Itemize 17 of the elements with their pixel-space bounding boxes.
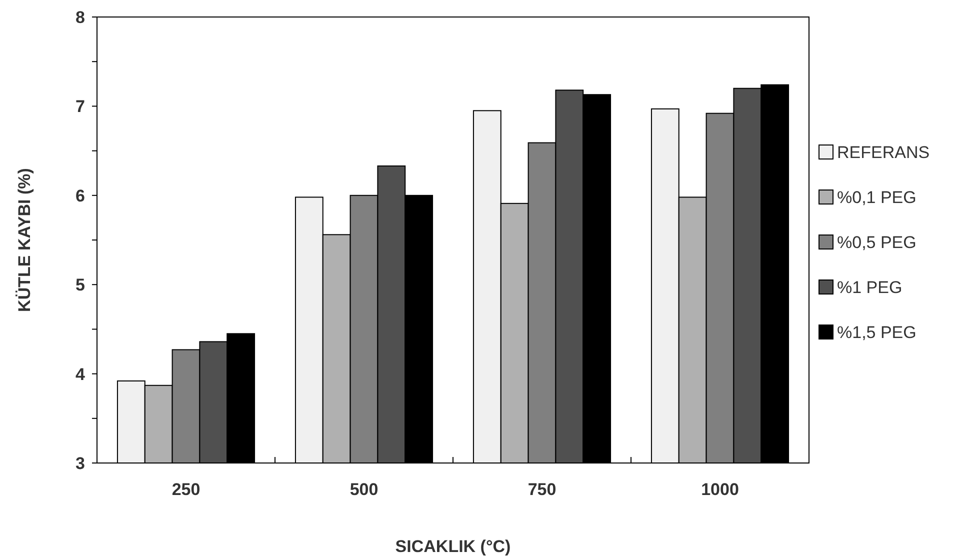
y-tick-label: 4 — [76, 364, 86, 384]
y-tick-label: 6 — [76, 186, 85, 206]
x-tick-label: 750 — [528, 480, 556, 499]
legend-label: %0,5 PEG — [837, 232, 916, 252]
legend-label: %1,5 PEG — [837, 322, 916, 342]
y-axis-title: KÜTLE KAYBI (%) — [15, 168, 34, 312]
x-tick-label: 500 — [350, 480, 378, 499]
x-tick-label: 1000 — [701, 480, 739, 499]
legend-label: %1 PEG — [837, 278, 902, 297]
y-tick-label: 3 — [76, 454, 85, 473]
x-tick-label: 250 — [172, 480, 200, 499]
legend-label: %0,1 PEG — [837, 188, 916, 207]
legend-label: REFERANS — [837, 142, 930, 162]
y-tick-label: 7 — [76, 97, 85, 116]
x-axis-title: SICAKLIK (°C) — [395, 537, 511, 556]
y-tick-label: 5 — [76, 276, 85, 295]
y-tick-label: 8 — [76, 8, 85, 27]
